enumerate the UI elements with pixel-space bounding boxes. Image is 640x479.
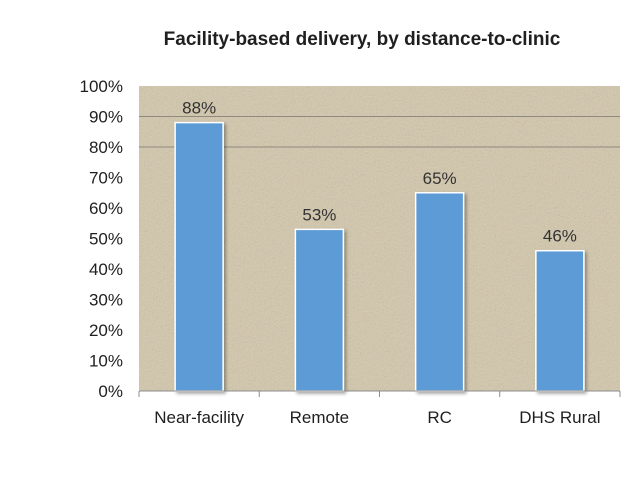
data-labels: 88% 53% 65% 46% [182,99,577,246]
x-axis-labels: Near-facility Remote RC DHS Rural [154,408,600,427]
data-label: 65% [423,169,457,188]
y-tick-label: 60% [89,199,123,218]
data-label: 88% [182,99,216,118]
x-axis-ticks [138,391,621,397]
bars [174,121,585,392]
bar [174,121,224,392]
y-tick-label: 20% [89,321,123,340]
y-axis-ticks: 0% 10% 20% 30% 40% 50% 60% 70% 80% 90% 100% [80,77,123,401]
y-tick-label: 40% [89,260,123,279]
x-tick-label: Remote [290,408,350,427]
x-tick-label: RC [427,408,452,427]
x-tick-label: Near-facility [154,408,244,427]
y-tick-label: 70% [89,169,123,188]
y-tick-label: 90% [89,108,123,127]
x-tick-label: DHS Rural [519,408,600,427]
y-tick-label: 80% [89,138,123,157]
bar [294,228,345,392]
y-tick-label: 30% [89,291,123,310]
y-tick-label: 10% [89,352,123,371]
data-label: 53% [302,205,336,224]
chart-title: Facility-based delivery, by distance-to-… [164,29,561,50]
y-tick-label: 0% [98,382,123,401]
y-tick-label: 100% [80,77,123,96]
data-label: 46% [543,227,577,246]
bar [535,249,585,392]
bar [414,192,465,392]
y-tick-label: 50% [89,230,123,249]
